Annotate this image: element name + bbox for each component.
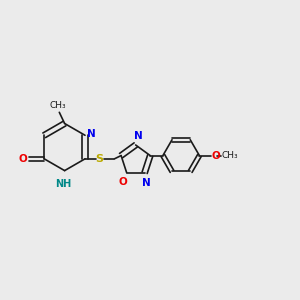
Text: N: N <box>134 131 143 142</box>
Text: N: N <box>87 129 96 139</box>
Text: S: S <box>95 154 103 164</box>
Text: CH₃: CH₃ <box>50 101 66 110</box>
Text: CH₃: CH₃ <box>222 151 238 160</box>
Text: O: O <box>212 151 220 160</box>
Text: O: O <box>119 177 128 187</box>
Text: O: O <box>18 154 27 164</box>
Text: N: N <box>142 178 151 188</box>
Text: NH: NH <box>55 179 71 189</box>
